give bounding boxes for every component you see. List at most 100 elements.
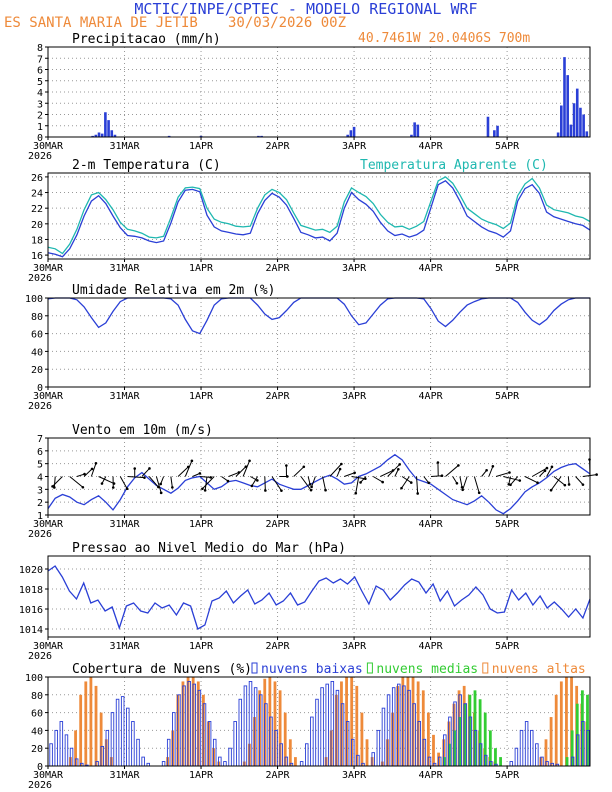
cloud-bar-low	[509, 761, 514, 767]
y-tick-label: 0	[37, 383, 43, 394]
wind-vector	[481, 469, 487, 477]
wind-vector-head	[159, 482, 163, 486]
precipitation-bar	[585, 131, 589, 137]
wind-vector-head	[203, 489, 207, 492]
wind-vector-head	[508, 471, 511, 474]
panel-title: Vento em 10m (m/s)	[72, 423, 213, 438]
wind-vector	[155, 476, 162, 493]
precipitation-bar	[352, 126, 356, 137]
panel-frame	[47, 555, 591, 638]
x-tick-label: 31MAR	[109, 519, 140, 530]
cloud-bar-mid	[499, 757, 502, 766]
precipitation-bar	[104, 112, 107, 137]
wind-vector	[90, 463, 97, 477]
wind-vector-head	[455, 481, 459, 485]
cloud-bar-high	[288, 739, 292, 766]
wind-vector-head	[171, 486, 174, 489]
wind-vector-head	[509, 483, 512, 487]
x-tick-label: 4APR	[419, 770, 444, 781]
cloud-bar-mid	[488, 730, 492, 766]
wind-vector	[160, 476, 165, 485]
wind-vector-head	[400, 486, 403, 490]
cloud-bar-high	[432, 734, 435, 766]
wind-vector-head	[51, 485, 54, 488]
y-tick-label: 100	[25, 294, 43, 305]
wind-vector	[430, 475, 443, 477]
precipitation-bar	[572, 103, 576, 137]
wind-vector	[311, 476, 316, 488]
x-tick-label: 1APR	[189, 263, 214, 274]
x-tick-label: 3APR	[342, 391, 367, 402]
wind-vector	[293, 466, 305, 477]
x-tick-label: 31MAR	[109, 391, 140, 402]
wind-vector	[423, 476, 430, 484]
cloud-bar-high	[74, 730, 77, 766]
wind-vector	[235, 466, 247, 477]
cloud-bar-low	[126, 707, 130, 767]
wind-vector	[329, 463, 342, 477]
coordinates-label: 40.7461W 20.0406S 700m	[358, 31, 530, 46]
x-tick-label: 5APR	[495, 141, 520, 152]
cloud-bar-low	[315, 698, 319, 767]
wind-vector	[101, 476, 107, 484]
cloud-bar-mid	[494, 748, 497, 766]
y-tick-label: 40	[31, 726, 43, 737]
cloud-bar-low	[529, 729, 534, 767]
wind-vector	[462, 476, 468, 490]
x-tick-year: 2026	[28, 651, 52, 662]
wind-vector-head	[595, 473, 598, 476]
wind-vector	[170, 476, 173, 488]
y-tick-label: 5	[37, 460, 43, 471]
y-tick-label: 5	[37, 77, 43, 88]
wind-vector-head	[567, 483, 571, 486]
x-tick-label: 31MAR	[109, 263, 140, 274]
cloud-bar-mid	[442, 757, 446, 766]
precipitation-bar	[113, 134, 117, 137]
wind-vector-head	[159, 491, 163, 495]
x-tick-label: 1APR	[189, 141, 214, 152]
x-tick-label: 1APR	[189, 519, 214, 530]
wind-vector-head	[250, 484, 254, 488]
wind-vector-head	[81, 485, 85, 489]
y-tick-label: 20	[31, 220, 43, 231]
wind-vector-head	[264, 489, 267, 492]
legend-label: Temperatura Aparente (C)	[360, 158, 548, 173]
wind-vector	[300, 476, 312, 491]
legend-swatch	[482, 662, 489, 674]
wind-vector-head	[285, 464, 288, 467]
x-tick-label: 1APR	[189, 391, 214, 402]
wind-vector-head	[477, 491, 481, 495]
wind-vector-head	[338, 467, 342, 471]
y-tick-label: 1020	[19, 565, 43, 576]
x-tick-label: 5APR	[495, 263, 520, 274]
wind-vector	[401, 476, 412, 484]
cloud-bar-high	[565, 677, 568, 766]
wind-vector	[83, 468, 93, 477]
panel-title: 2-m Temperatura (C)	[72, 158, 221, 173]
x-tick-label: 5APR	[495, 770, 520, 781]
x-tick-label: 30MAR	[33, 391, 64, 402]
x-tick-label: 30MAR	[33, 641, 64, 652]
precipitation-bar	[410, 134, 413, 137]
series-line	[47, 180, 591, 258]
cloud-bar-high	[273, 681, 277, 766]
wind-vector-head	[354, 491, 358, 495]
wind-vector	[452, 476, 458, 484]
x-tick-label: 4APR	[419, 141, 444, 152]
wind-vector	[264, 476, 266, 491]
chart-title: MCTIC/INPE/CPTEC - MODELO REGIONAL WRF	[134, 0, 477, 18]
y-tick-label: 20	[31, 744, 43, 755]
y-tick-label: 1	[37, 122, 43, 133]
legend-label: nuvens altas	[492, 662, 586, 677]
wind-vector	[141, 468, 150, 477]
cloud-bar-mid	[458, 717, 462, 766]
cloud-bar-high	[283, 712, 287, 766]
cloud-bar-low	[299, 761, 304, 767]
panel-2: 16 18 20 22 24 26 Temperatura Aparente (C) 30MA…	[28, 158, 591, 284]
y-tick-label: 80	[31, 312, 43, 323]
x-tick-label: 2APR	[266, 141, 291, 152]
cloud-bar-low	[243, 685, 248, 767]
x-tick-label: 31MAR	[109, 641, 140, 652]
x-tick-label: 4APR	[419, 519, 444, 530]
